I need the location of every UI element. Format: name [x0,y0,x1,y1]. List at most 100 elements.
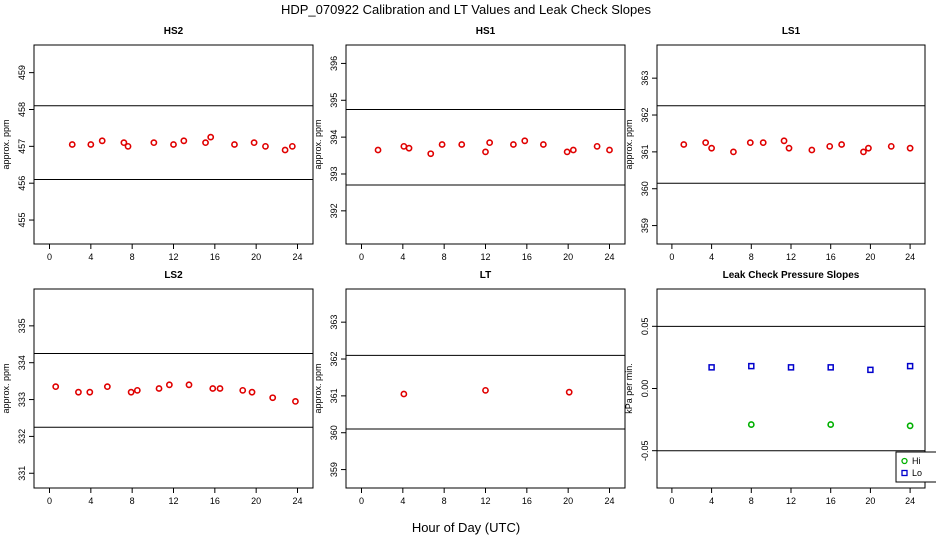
y-tick-label: 396 [329,56,339,71]
data-point [405,144,413,152]
panel-title: LT [480,270,491,281]
x-tick-label: 24 [604,252,614,262]
x-tick-label: 16 [826,496,836,506]
data-point [906,144,914,152]
panel-ls1: LS1 0 4 8 12 16 20 24 359 360 361 362 363 approx. ppm [624,26,926,262]
panel-hs1: HS1 0 4 8 12 16 20 24 392 393 394 395 396 approx. ppm [313,26,626,262]
y-tick-label: 393 [329,166,339,181]
y-tick-label: 331 [17,466,27,481]
panel-grid: HS2 0 4 8 12 16 20 24 455 456 457 458 459 approx. ppm… [1,26,936,506]
legend-marker [901,469,908,477]
x-tick-label: 8 [749,252,754,262]
data-point [482,386,489,394]
plot-frame [656,288,926,489]
data-point [565,388,573,396]
y-tick-label: 361 [640,144,650,159]
x-tick-label: 0 [47,252,52,262]
y-axis-title: approx. ppm [313,119,323,169]
y-tick-label: 456 [17,176,27,191]
panel-hs2: HS2 0 4 8 12 16 20 24 455 456 457 458 459 approx. ppm [1,26,314,262]
y-tick-label: 395 [329,93,339,108]
y-tick-label: 362 [640,108,650,123]
x-tick-label: 12 [168,496,178,506]
data-point [170,141,177,148]
data-point [133,386,141,394]
y-tick-label: 459 [17,65,27,80]
x-tick-label: 12 [786,252,796,262]
data-point [730,148,737,156]
x-tick-label: 16 [522,496,532,506]
x-tick-label: 20 [563,252,573,262]
data-point [486,139,494,147]
data-point [708,364,715,371]
data-point [262,142,269,150]
data-point [239,386,247,394]
x-tick-label: 20 [251,496,261,506]
data-point [606,146,613,154]
panel-title: Leak Check Pressure Slopes [723,270,860,281]
data-point [150,139,158,147]
x-tick-label: 12 [480,496,490,506]
data-point [202,139,209,147]
data-point [292,397,299,405]
data-point [281,146,289,154]
x-tick-label: 4 [709,496,714,506]
y-axis-title: approx. ppm [313,363,323,413]
data-point [827,364,834,371]
legend-label: Hi [912,456,921,466]
x-tick-label: 16 [210,252,220,262]
x-tick-label: 4 [88,252,93,262]
y-tick-label: 359 [640,218,650,233]
data-point [269,394,277,402]
data-point [593,142,601,150]
data-point [569,146,577,154]
data-point [155,385,163,392]
x-tick-label: 16 [210,496,220,506]
y-tick-label: 359 [329,462,339,477]
data-point [838,141,846,148]
data-point [746,139,754,147]
data-point [702,139,710,147]
data-point [563,148,571,156]
data-point [906,362,914,370]
x-tick-label: 8 [749,496,754,506]
data-point [86,388,94,396]
x-tick-label: 24 [292,496,302,506]
x-tick-label: 12 [786,496,796,506]
panel-title: LS2 [164,270,183,281]
x-tick-label: 24 [905,496,915,506]
plot-frame [345,44,626,245]
data-point [127,388,135,396]
data-point [826,142,834,150]
x-tick-label: 0 [359,496,364,506]
y-tick-label: 363 [329,315,339,330]
x-tick-label: 20 [865,252,875,262]
y-tick-label: 361 [329,388,339,403]
x-tick-label: 8 [130,252,135,262]
y-axis-title: approx. ppm [1,119,11,169]
y-tick-label: 362 [329,352,339,367]
data-point [759,139,767,147]
data-point [103,383,111,391]
plot-frame [33,44,314,245]
data-point [827,421,835,428]
x-tick-label: 20 [865,496,875,506]
x-tick-label: 4 [400,496,405,506]
legend: Hi Lo [895,451,936,483]
figure-title: HDP_070922 Calibration and LT Values and… [281,2,652,17]
data-point [207,133,215,141]
x-tick-label: 0 [669,252,674,262]
data-point [780,137,788,145]
y-tick-label: 335 [17,318,27,333]
data-point [248,388,256,396]
x-tick-label: 20 [251,252,261,262]
data-point [680,141,688,148]
y-axis-title: kPa per min. [624,363,634,414]
y-tick-label: 458 [17,102,27,117]
plot-frame [656,44,926,245]
x-tick-label: 24 [604,496,614,506]
data-point [860,148,867,156]
data-point [521,137,529,145]
x-tick-label: 24 [292,252,302,262]
data-point [124,142,132,150]
